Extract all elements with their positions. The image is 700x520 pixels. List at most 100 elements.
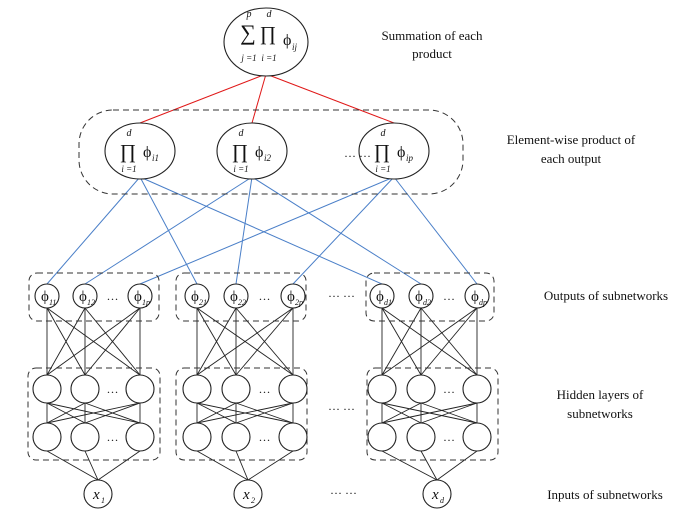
subnetwork-hidden-box-2 bbox=[175, 367, 308, 461]
input-symbol: x bbox=[431, 487, 439, 503]
product-node-2: ∏ d i =1 ϕ i2 bbox=[216, 122, 288, 180]
product-node-ellipse bbox=[216, 122, 288, 180]
prod-symbol: ∏ bbox=[374, 141, 390, 163]
input-subscript: 2 bbox=[251, 496, 255, 505]
subnetwork-2: ϕ 21 ϕ 22 ϕ 2p………x 2 bbox=[182, 283, 308, 509]
label-inputs: Inputs of subnetworks bbox=[547, 487, 663, 502]
outputs-gap-dots: ··· ··· bbox=[328, 289, 355, 303]
output-subscript: 22 bbox=[238, 298, 246, 307]
input-to-hidden-edge-2-1 bbox=[196, 450, 249, 481]
label-summation-line1: Summation of each bbox=[381, 28, 483, 43]
input-subscript: 1 bbox=[101, 496, 105, 505]
output-to-product-edge-2-2 bbox=[235, 176, 253, 285]
hidden-node-l2-3 bbox=[278, 422, 308, 452]
input-node-1 bbox=[83, 479, 113, 509]
phi-symbol: ϕ bbox=[41, 289, 49, 305]
phi-symbol: ϕ bbox=[287, 289, 295, 305]
sum-upper-limit: p bbox=[246, 9, 252, 20]
phi-subscript: i2 bbox=[264, 153, 272, 163]
prod-lower-limit: i =1 bbox=[121, 164, 136, 174]
hidden-gap-dots: ··· ··· bbox=[328, 402, 355, 416]
output-subscript: 11 bbox=[49, 298, 56, 307]
prod-symbol: ∏ bbox=[232, 141, 248, 163]
output-node-d2 bbox=[408, 283, 434, 309]
hidden-node-l2-3 bbox=[125, 422, 155, 452]
input-to-hidden-edge-2-2 bbox=[235, 450, 249, 481]
output-to-product-edge-2-1 bbox=[139, 176, 198, 285]
hidden-to-output-edge-2-21 bbox=[196, 307, 237, 376]
hidden-to-output-edge-2-32 bbox=[235, 307, 294, 376]
input-to-hidden-edge-1-1 bbox=[46, 450, 99, 481]
product-node-ellipse bbox=[104, 122, 176, 180]
output-subscript: d2 bbox=[423, 298, 431, 307]
hidden-node-l2-2 bbox=[406, 422, 436, 452]
input-node-2 bbox=[233, 479, 263, 509]
output-node-21 bbox=[184, 283, 210, 309]
hidden-to-hidden-edge-3-32 bbox=[420, 402, 478, 424]
label-summation-line2: product bbox=[412, 46, 452, 61]
product-node-3: ∏ d i =1 ϕ ip bbox=[358, 122, 430, 180]
output-subscript: d1 bbox=[384, 298, 392, 307]
sum-node-ellipse bbox=[223, 7, 309, 77]
output-ellipsis: … bbox=[107, 289, 119, 303]
hidden-to-hidden-edge-3-21 bbox=[381, 402, 422, 424]
nodes-layer: ∑pj =1∏di =1ϕ ij∏di =1ϕ i1 ∏di =1ϕ i2 ∏di =1ϕ… bbox=[32, 7, 492, 509]
hidden-to-output-edge-1-32 bbox=[84, 307, 141, 376]
phi-symbol: ϕ bbox=[471, 289, 479, 305]
product-node-1: ∏ d i =1 ϕ i1 bbox=[104, 122, 176, 180]
phi-subscript: ip bbox=[406, 153, 414, 163]
label-hidden-line1: Hidden layers of bbox=[557, 387, 644, 402]
input-to-hidden-edge-3-3 bbox=[436, 450, 478, 481]
hidden-to-hidden-edge-1-31 bbox=[46, 402, 141, 424]
hidden-node-l1-1 bbox=[367, 374, 397, 404]
label-elementwise-line2: each output bbox=[541, 151, 602, 166]
hidden-to-output-edge-1-21 bbox=[46, 307, 86, 376]
phi-symbol: ϕ bbox=[283, 32, 291, 49]
input-to-hidden-edge-1-3 bbox=[97, 450, 141, 481]
output-node-dp bbox=[464, 283, 490, 309]
phi-symbol: ϕ bbox=[397, 144, 405, 161]
phi-subscript: ij bbox=[292, 42, 298, 52]
phi-symbol: ϕ bbox=[255, 144, 263, 161]
phi-subscript: i1 bbox=[152, 153, 159, 163]
output-to-product-edge-1-3 bbox=[139, 176, 395, 285]
product-node-ellipse bbox=[358, 122, 430, 180]
hidden-to-output-edge-1-31 bbox=[46, 307, 141, 376]
phi-symbol: ϕ bbox=[230, 289, 238, 305]
phi-symbol: ϕ bbox=[376, 289, 384, 305]
boxes-layer bbox=[27, 109, 499, 461]
hidden-node-l1-3 bbox=[125, 374, 155, 404]
edges-layer bbox=[46, 73, 478, 481]
hidden-to-hidden-edge-2-32 bbox=[235, 402, 294, 424]
output-subscript: 2p bbox=[295, 298, 303, 307]
subnetwork-1: ϕ 11 ϕ 12 ϕ 1p………x 1 bbox=[32, 283, 155, 509]
subnetwork-hidden-box-1 bbox=[27, 367, 161, 461]
subnetwork-outputs-box-2 bbox=[175, 272, 307, 322]
label-outputs: Outputs of subnetworks bbox=[544, 288, 668, 303]
prod-upper-limit: d bbox=[381, 128, 387, 139]
prod-upper-limit: d bbox=[239, 128, 245, 139]
phi-symbol: ϕ bbox=[415, 289, 423, 305]
product-to-sum-edge-3 bbox=[265, 73, 395, 124]
phi-symbol: ϕ bbox=[143, 144, 151, 161]
output-node-22 bbox=[223, 283, 249, 309]
hidden-to-output-edge-3-32 bbox=[420, 307, 478, 376]
prod-lower-limit: i =1 bbox=[233, 164, 248, 174]
output-node-d1 bbox=[369, 283, 395, 309]
input-to-hidden-edge-1-2 bbox=[84, 450, 99, 481]
hidden-to-output-edge-2-31 bbox=[196, 307, 294, 376]
prod-symbol: ∏ bbox=[260, 23, 276, 45]
subnetwork-3: ϕ d1 ϕ d2 ϕ dp………x d bbox=[367, 283, 492, 509]
hidden-ellipsis: … bbox=[259, 382, 271, 396]
output-to-product-edge-3-2 bbox=[251, 176, 422, 285]
phi-symbol: ϕ bbox=[79, 289, 87, 305]
hidden-ellipsis: … bbox=[107, 430, 119, 444]
hidden-ellipsis: … bbox=[443, 430, 455, 444]
output-node-12 bbox=[72, 283, 98, 309]
hidden-node-l2-1 bbox=[367, 422, 397, 452]
sum-lower-limit: j =1 bbox=[240, 53, 256, 63]
hidden-to-hidden-edge-1-21 bbox=[46, 402, 86, 424]
hidden-to-output-edge-3-21 bbox=[381, 307, 422, 376]
output-node-2p bbox=[280, 283, 306, 309]
